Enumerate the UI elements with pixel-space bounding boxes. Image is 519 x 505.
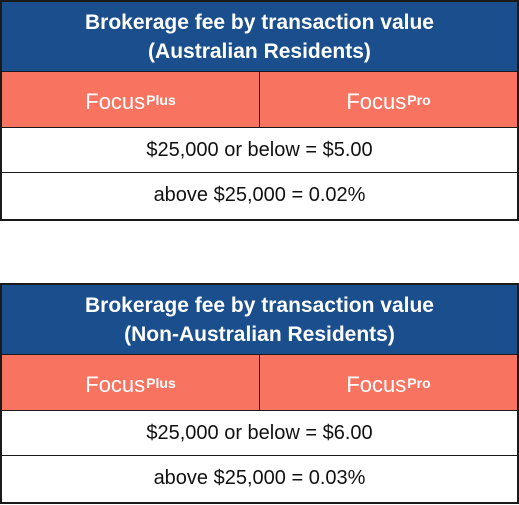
plan-focus-plus: Focus Plus: [2, 72, 259, 127]
fee-row-below-threshold: $25,000 or below = $5.00: [2, 128, 517, 173]
plan-row: Focus Plus Focus Pro: [2, 72, 517, 128]
fee-row-above-threshold: above $25,000 = 0.03%: [153, 466, 366, 489]
plan-row: Focus Plus Focus Pro: [2, 355, 517, 411]
table-subtitle: (Non-Australian Residents): [124, 322, 395, 346]
table-subtitle: (Australian Residents): [148, 39, 371, 63]
fee-row-below-threshold: $25,000 or below = $6.00: [2, 411, 517, 456]
plan-name: Focus: [346, 88, 407, 114]
fee-table-australian: Brokerage fee by transaction value (Aust…: [0, 0, 519, 221]
plan-tier: Plus: [146, 91, 176, 108]
fee-table-non-australian: Brokerage fee by transaction value (Non-…: [0, 283, 519, 504]
plan-tier: Pro: [407, 91, 431, 108]
fee-row-above-threshold: above $25,000 = 0.02%: [153, 183, 366, 206]
plan-focus-pro: Focus Pro: [259, 355, 517, 410]
table-header: Brokerage fee by transaction value (Aust…: [2, 2, 517, 72]
plan-tier: Pro: [407, 374, 431, 391]
plan-tier: Plus: [146, 374, 176, 391]
plan-focus-pro: Focus Pro: [259, 72, 517, 127]
table-header: Brokerage fee by transaction value (Non-…: [2, 285, 517, 355]
table-title: Brokerage fee by transaction value: [85, 10, 434, 34]
table-title: Brokerage fee by transaction value: [85, 293, 434, 317]
plan-name: Focus: [85, 371, 146, 397]
plan-name: Focus: [85, 88, 146, 114]
plan-name: Focus: [346, 371, 407, 397]
plan-focus-plus: Focus Plus: [2, 355, 259, 410]
